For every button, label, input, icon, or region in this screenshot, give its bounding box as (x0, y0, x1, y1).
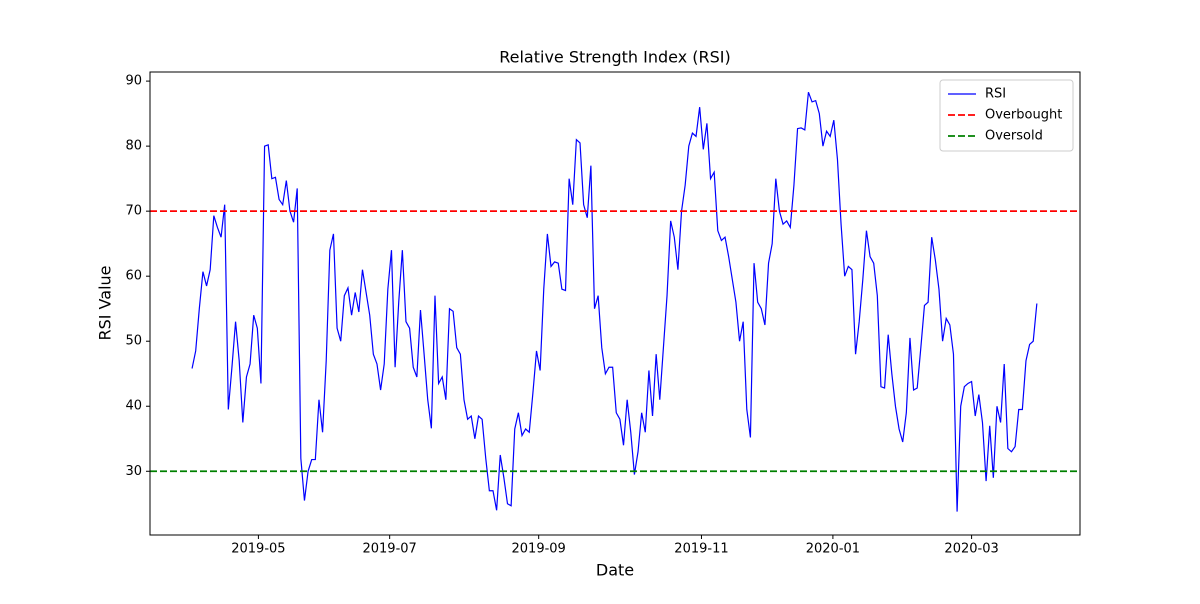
legend-label: RSI (985, 87, 1006, 102)
chart-title: Relative Strength Index (RSI) (499, 48, 731, 67)
x-tick-label: 2020-01 (806, 542, 860, 557)
x-tick-label: 2019-05 (231, 542, 285, 557)
y-tick-label: 80 (125, 139, 142, 154)
legend-label: Overbought (985, 108, 1062, 123)
x-tick-label: 2019-11 (674, 542, 728, 557)
x-tick-label: 2019-07 (362, 542, 416, 557)
x-axis-label: Date (596, 561, 634, 580)
y-tick-label: 50 (125, 334, 142, 349)
y-tick-label: 40 (125, 399, 142, 414)
legend-label: Oversold (985, 129, 1043, 144)
y-tick-label: 90 (125, 74, 142, 89)
x-tick-label: 2020-03 (944, 542, 998, 557)
y-tick-label: 30 (125, 464, 142, 479)
legend-box (939, 79, 1074, 152)
y-tick-label: 60 (125, 269, 142, 284)
x-tick-label: 2019-09 (512, 542, 566, 557)
plot-frame (149, 71, 1081, 536)
line (191, 91, 1038, 512)
y-tick-label: 70 (125, 204, 142, 219)
y-axis-label: RSI Value (96, 265, 115, 340)
